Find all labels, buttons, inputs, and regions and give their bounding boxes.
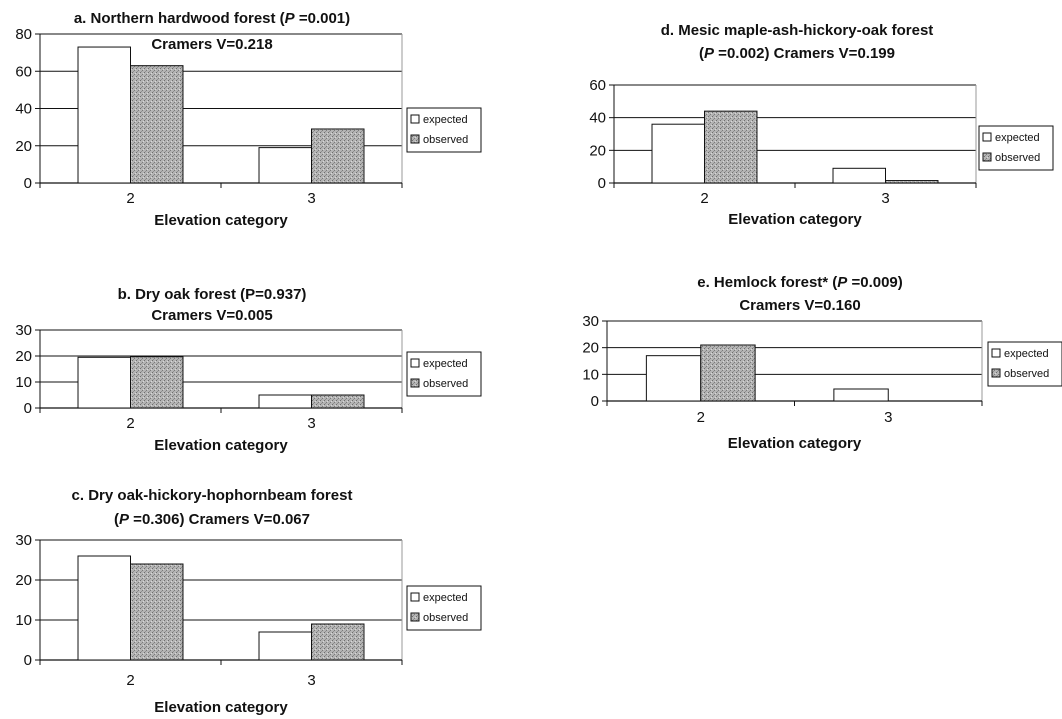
chart-title-line: c. Dry oak-hickory-hophornbeam forest — [72, 487, 353, 504]
chart-title-line: (P =0.002) Cramers V=0.199 — [699, 45, 895, 62]
legend: expected observed — [406, 351, 482, 397]
x-tick-label: 3 — [307, 672, 315, 689]
y-tick-label: 0 — [598, 175, 606, 192]
x-axis-label: Elevation category — [728, 435, 862, 452]
chart-title-line: (P =0.306) Cramers V=0.067 — [114, 511, 310, 528]
legend-swatch-expected — [982, 132, 992, 142]
chart-title-line: b. Dry oak forest (P=0.937) — [118, 286, 307, 303]
legend-swatch-observed — [410, 378, 420, 388]
bar-observed-cat-2 — [130, 356, 184, 409]
y-tick-label: 40 — [15, 101, 32, 118]
bar-expected-cat-3 — [833, 388, 889, 402]
x-axis-label: Elevation category — [728, 211, 862, 228]
legend-swatch-expected — [410, 592, 420, 602]
bar-expected-cat-3 — [832, 167, 887, 184]
bar-expected-cat-3 — [258, 394, 313, 409]
legend: expected observed — [978, 125, 1054, 171]
legend: expected observed — [406, 107, 482, 153]
legend-label-observed: observed — [995, 152, 1040, 164]
bar-observed-cat-2 — [704, 110, 758, 184]
y-tick-label: 30 — [15, 532, 32, 549]
x-tick-label: 3 — [881, 190, 889, 207]
y-tick-label: 20 — [582, 340, 599, 357]
legend-swatch-observed — [410, 612, 420, 622]
bar-observed-cat-3 — [311, 128, 365, 184]
chart-title-line: Cramers V=0.005 — [151, 307, 272, 324]
y-tick-label: 20 — [589, 142, 606, 159]
x-tick-label: 3 — [307, 415, 315, 432]
y-tick-label: 20 — [15, 348, 32, 365]
y-tick-label: 30 — [15, 322, 32, 339]
chart-panel-b: b. Dry oak forest (P=0.937) Cramers V=0.0… — [15, 286, 482, 454]
bar-expected-cat-3 — [258, 147, 313, 184]
legend: expected observed — [987, 341, 1062, 387]
x-tick-label: 3 — [884, 409, 892, 426]
legend-swatch-observed — [982, 152, 992, 162]
legend-swatch-expected — [991, 348, 1001, 358]
bar-expected-cat-2 — [77, 356, 132, 409]
legend-label-observed: observed — [423, 134, 468, 146]
x-tick-label: 2 — [697, 409, 705, 426]
y-tick-label: 10 — [15, 374, 32, 391]
y-tick-label: 20 — [15, 138, 32, 155]
bar-observed-cat-2 — [700, 344, 756, 402]
chart-title-line: Cramers V=0.218 — [151, 36, 272, 53]
chart-title-line: a. Northern hardwood forest (P =0.001) — [74, 10, 350, 27]
legend-label-expected: expected — [423, 358, 468, 370]
y-tick-label: 20 — [15, 572, 32, 589]
legend-label-expected: expected — [423, 114, 468, 126]
bar-expected-cat-3 — [258, 631, 313, 661]
chart-title-line: e. Hemlock forest* (P =0.009) — [697, 274, 903, 291]
legend-label-observed: observed — [1004, 368, 1049, 380]
legend-label-expected: expected — [995, 132, 1040, 144]
legend-swatch-expected — [410, 358, 420, 368]
bar-observed-cat-2 — [130, 65, 184, 184]
x-axis-label: Elevation category — [154, 437, 288, 454]
chart-panel-a: a. Northern hardwood forest (P =0.001) Cr… — [15, 10, 482, 229]
x-tick-label: 2 — [126, 415, 134, 432]
legend-swatch-observed — [991, 368, 1001, 378]
bar-expected-cat-2 — [77, 46, 132, 184]
legend-swatch-observed — [410, 134, 420, 144]
legend-swatch-expected — [410, 114, 420, 124]
bar-expected-cat-2 — [645, 355, 702, 402]
y-tick-label: 60 — [589, 77, 606, 94]
y-tick-label: 0 — [24, 175, 32, 192]
bar-observed-cat-3 — [311, 623, 365, 661]
x-tick-label: 3 — [307, 190, 315, 207]
chart-panel-d: d. Mesic maple-ash-hickory-oak forest (P … — [589, 22, 1054, 228]
y-tick-label: 80 — [15, 26, 32, 43]
y-tick-label: 0 — [591, 393, 599, 410]
bar-observed-cat-3 — [311, 394, 365, 409]
bar-expected-cat-2 — [77, 555, 132, 661]
bar-observed-cat-3 — [885, 180, 939, 184]
x-axis-label: Elevation category — [154, 699, 288, 716]
legend-label-expected: expected — [423, 592, 468, 604]
legend-label-observed: observed — [423, 378, 468, 390]
y-tick-label: 10 — [15, 612, 32, 629]
legend-label-expected: expected — [1004, 348, 1049, 360]
x-axis-label: Elevation category — [154, 212, 288, 229]
bar-observed-cat-2 — [130, 563, 184, 661]
bar-expected-cat-2 — [651, 123, 706, 184]
x-tick-label: 2 — [700, 190, 708, 207]
y-tick-label: 0 — [24, 652, 32, 669]
y-tick-label: 40 — [589, 110, 606, 127]
chart-title-line: d. Mesic maple-ash-hickory-oak forest — [661, 22, 934, 39]
x-tick-label: 2 — [126, 190, 134, 207]
y-tick-label: 10 — [582, 366, 599, 383]
y-tick-label: 60 — [15, 63, 32, 80]
chart-panel-c: c. Dry oak-hickory-hophornbeam forest (P … — [15, 487, 482, 716]
legend-label-observed: observed — [423, 612, 468, 624]
x-tick-label: 2 — [126, 672, 134, 689]
legend: expected observed — [406, 585, 482, 631]
chart-title-line: Cramers V=0.160 — [739, 297, 860, 314]
chart-panel-e: e. Hemlock forest* (P =0.009) Cramers V=0… — [582, 274, 1062, 452]
y-tick-label: 30 — [582, 313, 599, 330]
y-tick-label: 0 — [24, 400, 32, 417]
